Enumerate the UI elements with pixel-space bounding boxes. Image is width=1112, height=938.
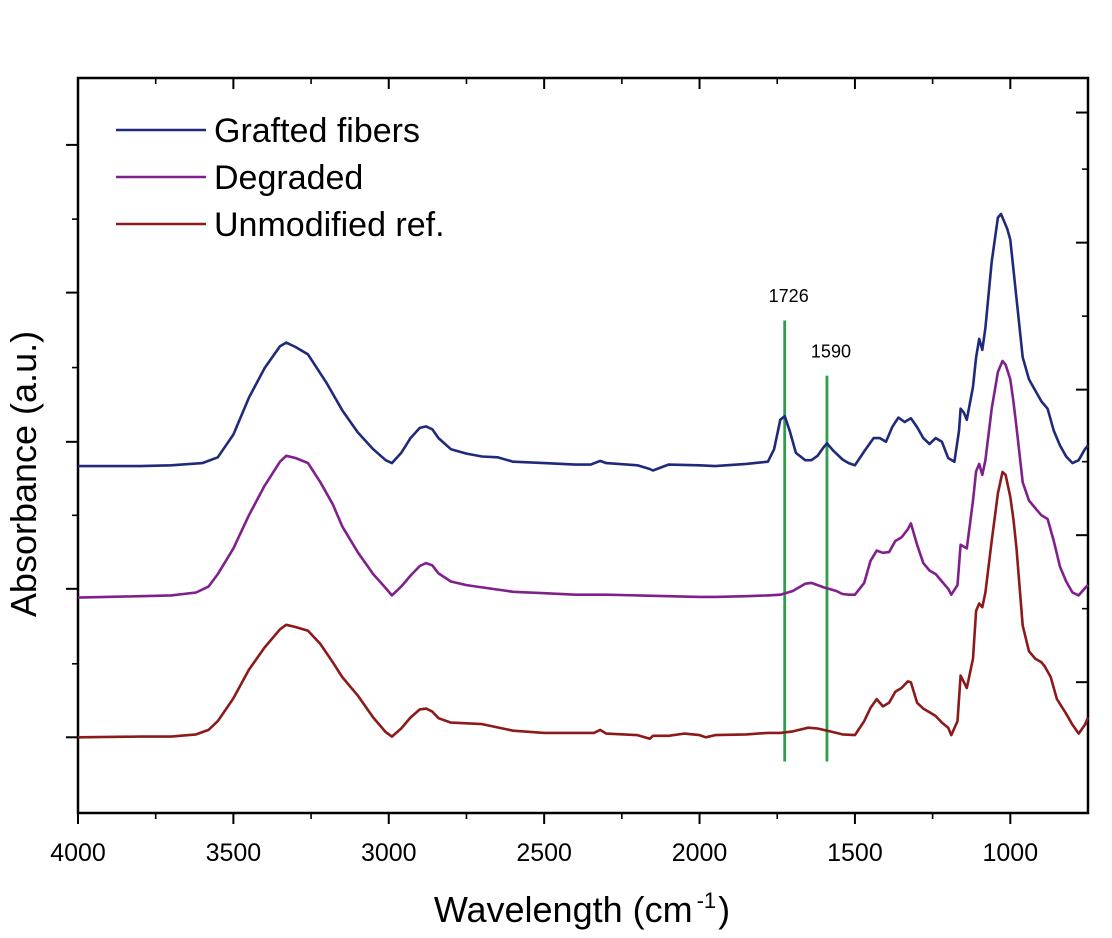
series-line-2 xyxy=(77,359,1089,599)
legend-label: Grafted fibers xyxy=(214,112,420,150)
legend-label: Unmodified ref. xyxy=(214,206,445,244)
legend-label: Degraded xyxy=(214,159,363,197)
x-axis-title-close: ) xyxy=(718,889,730,930)
x-tick-label: 3500 xyxy=(206,839,262,867)
x-tick-label: 4000 xyxy=(50,839,106,867)
x-tick-label: 1500 xyxy=(827,839,883,867)
x-tick-label: 2500 xyxy=(516,839,572,867)
series-line-1 xyxy=(78,212,1089,472)
legend: Grafted fibers Degraded Unmodified ref. xyxy=(116,112,445,244)
x-tick-label: 2000 xyxy=(672,839,728,867)
x-tick-label: 1000 xyxy=(982,839,1038,867)
y-axis-title: Absorbance (a.u.) xyxy=(3,331,44,617)
series-lines xyxy=(77,212,1090,741)
axis-ticks xyxy=(66,78,1088,824)
annotation-label-1726: 1726 xyxy=(769,286,809,306)
annotations: 1726 1590 xyxy=(769,286,851,762)
x-tick-label: 3000 xyxy=(361,839,417,867)
x-tick-labels: 4000 3500 3000 2500 2000 1500 1000 xyxy=(50,839,1038,867)
x-axis-title-superscript: -1 xyxy=(697,888,717,913)
annotation-label-1590: 1590 xyxy=(811,341,851,361)
series-line-3 xyxy=(77,470,1090,741)
x-axis-title-main: Wavelength (cm xyxy=(434,889,693,930)
x-axis-title: Wavelength (cm -1) xyxy=(434,888,730,930)
